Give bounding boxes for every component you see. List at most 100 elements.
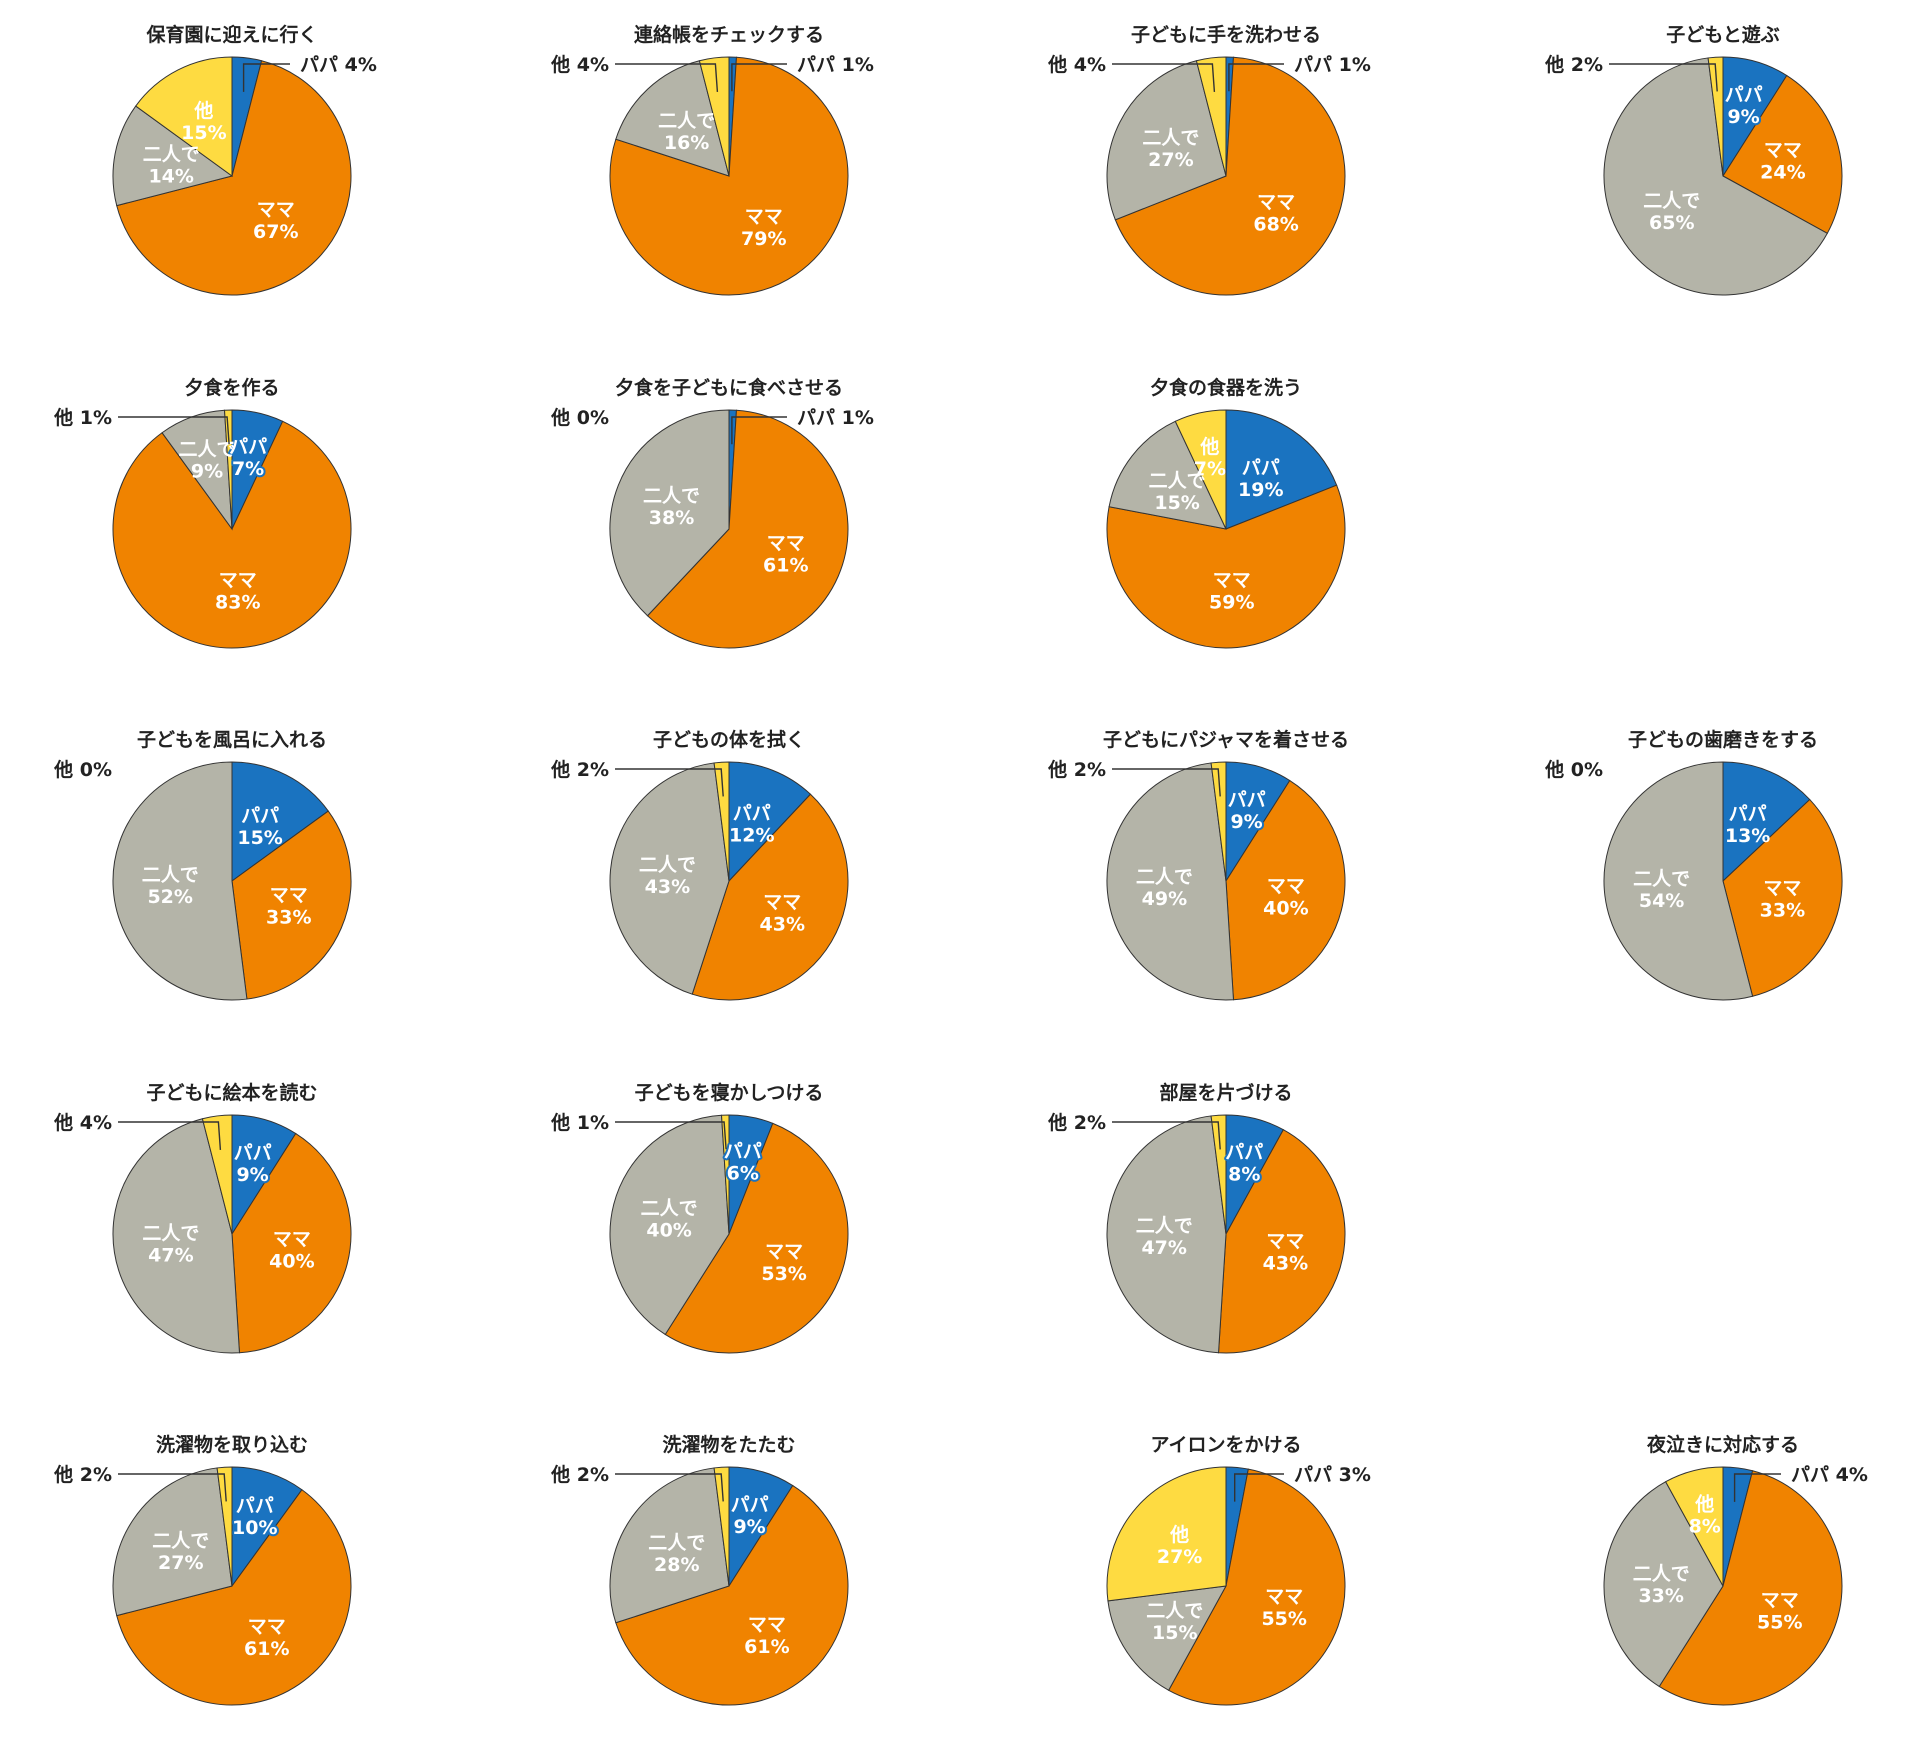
slice-label-name: ママ (748, 1614, 786, 1636)
slice-label-mama: ママ 33% (1760, 877, 1805, 921)
slice-label-value: 79% (741, 228, 786, 250)
pie-chart: 夕食を作る パパ 7% ママ 83% 二人で 9% 他 1% (0, 353, 478, 703)
leader-line-hoka (615, 768, 724, 797)
pie-slice-papa (728, 761, 812, 883)
slice-label-name: ママ (273, 1228, 311, 1250)
slice-label-name: パパ (236, 1495, 274, 1517)
slice-label-name: ママ (1764, 140, 1802, 162)
pie-slice-hoka (216, 1466, 233, 1587)
outside-label-hoka: 他 2% (1047, 758, 1106, 781)
slice-label-futari: 二人で 15% (1149, 470, 1206, 514)
slice-label-value: 33% (1760, 899, 1805, 921)
slice-label-value: 33% (1638, 1585, 1683, 1607)
pie-chart: 子どもに絵本を読む パパ 9% ママ 40% 二人で 47% 他 4% (0, 1058, 478, 1408)
pie-slice-hoka (1174, 409, 1227, 530)
pie-slice-futari (112, 1118, 241, 1354)
slice-label-value: 61% (744, 1636, 789, 1658)
slice-label-value: 43% (760, 914, 805, 936)
outside-label-hoka: 他 4% (53, 1111, 112, 1134)
pie-slice-hoka (713, 761, 730, 882)
slice-label-mama: ママ 61% (244, 1616, 289, 1660)
pie-chart: アイロンをかける パパ 3% ママ 55% 二人で 15% 他 27% (994, 1410, 1472, 1760)
slice-label-name: パパ (241, 805, 279, 827)
slice-label-name: ママ (1266, 1230, 1304, 1252)
slice-label-hoka: 他 7% (1194, 435, 1226, 480)
pie-slice-mama (231, 810, 352, 1000)
slice-label-mama: ママ 61% (763, 533, 808, 577)
outside-label-hoka: 他 0% (53, 758, 112, 781)
slice-label-value: 7% (1194, 458, 1226, 480)
slice-label-name: 他 (193, 99, 213, 122)
slice-label-mama: ママ 61% (744, 1614, 789, 1658)
slice-label-hoka: 他 27% (1157, 1523, 1202, 1568)
pie-slice-hoka (1195, 56, 1227, 177)
slice-label-value: 33% (266, 907, 311, 929)
pie-slice-papa (231, 1466, 303, 1588)
outside-label-hoka: 他 2% (53, 1463, 112, 1486)
slice-label-value: 9% (236, 1164, 268, 1186)
slice-label-value: 9% (191, 461, 223, 483)
slice-label-value: 40% (269, 1250, 314, 1272)
pie-slice-futari (1106, 60, 1227, 221)
pie-slice-futari (112, 105, 234, 207)
outside-label-hoka: 他 2% (1544, 53, 1603, 76)
slice-label-value: 27% (1148, 149, 1193, 171)
slice-label-name: 二人で (1136, 866, 1193, 888)
slice-label-value: 52% (147, 886, 192, 908)
slice-label-futari: 二人で 52% (142, 864, 199, 908)
outside-label-hoka: 他 2% (1047, 1111, 1106, 1134)
slice-label-mama: ママ 79% (741, 206, 786, 250)
slice-label-futari: 二人で 14% (143, 143, 200, 187)
slice-label-papa: パパ 12% (729, 803, 774, 847)
leader-line-hoka (615, 63, 719, 92)
slice-label-name: パパ (733, 803, 771, 825)
slice-label-mama: ママ 59% (1209, 570, 1254, 614)
pie-chart: 子どもを寝かしつける パパ 6% ママ 53% 二人で 40% 他 1% (497, 1058, 975, 1408)
slice-label-futari: 二人で 27% (1142, 127, 1199, 171)
slice-label-name: 二人で (643, 485, 700, 507)
slice-label-name: ママ (1257, 191, 1295, 213)
slice-label-name: ママ (219, 570, 257, 592)
pie-chart: 夕食を子どもに食べさせる パパ 1% ママ 61% 二人で 38% 他 0% (497, 353, 975, 703)
slice-label-name: ママ (765, 1241, 803, 1263)
leader-line-hoka (118, 1473, 227, 1502)
slice-label-name: 他 (1199, 435, 1219, 458)
slice-label-value: 6% (727, 1163, 759, 1185)
pie-slice-futari (615, 60, 730, 177)
leader-line-hoka (1112, 1121, 1221, 1150)
slice-label-value: 47% (1141, 1237, 1186, 1259)
slice-label-name: 二人で (639, 854, 696, 876)
outside-label-hoka: 他 4% (1047, 53, 1106, 76)
leader-line-hoka (1609, 63, 1718, 92)
slice-label-futari: 二人で 9% (178, 439, 235, 483)
leader-line-papa (731, 63, 787, 92)
slice-label-mama: ママ 43% (1263, 1230, 1308, 1274)
slice-label-mama: ママ 43% (760, 892, 805, 936)
slice-label-value: 68% (1253, 213, 1298, 235)
pie-slice-futari (609, 409, 730, 617)
pie-slice-hoka (135, 56, 233, 177)
slice-label-name: 二人で (1633, 1563, 1690, 1585)
slice-label-name: パパ (731, 1494, 769, 1516)
slice-label-futari: 二人で 54% (1633, 868, 1690, 912)
slice-label-name: ママ (270, 885, 308, 907)
slice-label-value: 83% (215, 592, 260, 614)
outside-label-papa: パパ 4% (300, 54, 377, 76)
pie-slice-mama (1167, 1468, 1346, 1706)
slice-label-hoka: 他 8% (1689, 1493, 1721, 1538)
slice-label-name: ママ (1267, 875, 1305, 897)
pie-chart: 子どもと遊ぶ パパ 9% ママ 24% 二人で 65% 他 2% (1491, 0, 1914, 350)
leader-line-papa (1733, 1473, 1781, 1502)
slice-label-name: 二人で (658, 110, 715, 132)
pie-slice-futari (1106, 762, 1235, 1001)
pie-slice-papa (1722, 761, 1811, 883)
outside-label-hoka: 他 4% (550, 53, 609, 76)
slice-label-papa: パパ 15% (237, 805, 282, 849)
